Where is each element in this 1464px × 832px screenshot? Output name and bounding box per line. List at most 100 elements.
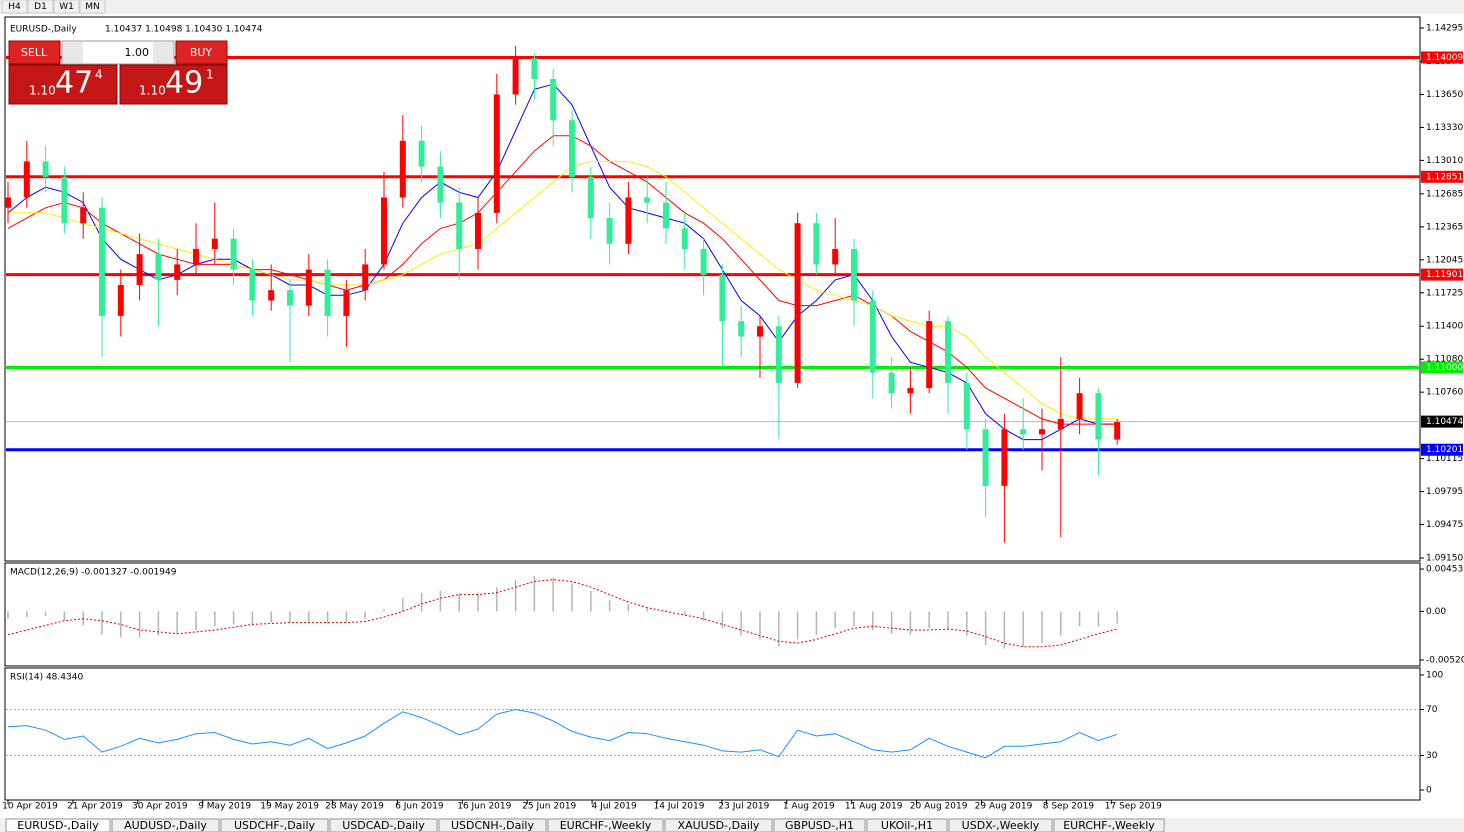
ask-big: 1.10 bbox=[139, 84, 166, 98]
candle-body bbox=[606, 218, 613, 244]
candle-body bbox=[1114, 422, 1121, 440]
timeframe-button[interactable] bbox=[27, 0, 54, 14]
chart-tab-label: GBPUSD-,H1 bbox=[785, 819, 854, 832]
chart-tab-label: USDX-,Weekly bbox=[962, 819, 1040, 832]
candle-body bbox=[945, 321, 951, 383]
y-tick-label: 70 bbox=[1426, 705, 1438, 715]
chart-tab[interactable] bbox=[220, 818, 329, 832]
moving-average bbox=[8, 160, 1118, 420]
candle-body bbox=[249, 269, 256, 301]
y-tick-label: 1.11725 bbox=[1426, 288, 1463, 298]
candle-body bbox=[963, 382, 970, 430]
y-tick-label: 1.12045 bbox=[1426, 255, 1463, 265]
y-tick-label: 1.11080 bbox=[1426, 355, 1463, 365]
chart-tab[interactable] bbox=[438, 818, 547, 832]
rsi-line bbox=[7, 708, 1118, 759]
candle-body bbox=[851, 248, 857, 301]
chart-tab[interactable] bbox=[111, 818, 220, 832]
y-tick-label: 1.09475 bbox=[1426, 520, 1463, 530]
candle-body bbox=[625, 197, 632, 244]
candle-body bbox=[80, 207, 87, 224]
level-label: 1.11901 bbox=[1426, 270, 1463, 280]
chart-tab-label: USDCHF-,Daily bbox=[234, 819, 316, 832]
y-tick-label: 1.09795 bbox=[1426, 487, 1463, 497]
chart-tab-label: XAUUSD-,Daily bbox=[678, 819, 760, 832]
x-tick-label: 21 Apr 2019 bbox=[67, 802, 123, 812]
candle-body bbox=[268, 290, 275, 301]
lot-down[interactable] bbox=[63, 42, 83, 63]
current-price-label: 1.10474 bbox=[1426, 417, 1463, 427]
sell-button[interactable] bbox=[8, 40, 61, 65]
y-tick-label: 1.13650 bbox=[1426, 90, 1463, 100]
quote: 1.10437 1.10498 1.10430 1.10474 bbox=[105, 25, 263, 35]
level-box bbox=[1421, 170, 1463, 183]
timeframe-button[interactable] bbox=[1, 0, 28, 14]
chart-tab[interactable] bbox=[866, 818, 948, 832]
y-tick-label: 1.11400 bbox=[1426, 322, 1463, 332]
candle-body bbox=[381, 197, 387, 265]
level-box bbox=[1421, 51, 1463, 64]
x-tick-label: 19 May 2019 bbox=[260, 802, 319, 812]
level-label: 1.12851 bbox=[1426, 172, 1463, 182]
x-tick-label: 4 Jul 2019 bbox=[591, 802, 636, 812]
candle-body bbox=[926, 321, 933, 389]
timeframe-label: MN bbox=[85, 2, 100, 12]
chart-tab-label: AUDUSD-,Daily bbox=[124, 819, 207, 832]
candle-body bbox=[99, 207, 105, 316]
timeframe-button[interactable] bbox=[79, 0, 106, 14]
timeframe-button[interactable] bbox=[53, 0, 80, 14]
x-tick-label: 9 May 2019 bbox=[198, 802, 251, 812]
candle-body bbox=[888, 372, 895, 394]
chart-tab[interactable] bbox=[1053, 818, 1165, 832]
candle-body bbox=[418, 140, 425, 167]
candle-body bbox=[493, 94, 500, 213]
candle-body bbox=[587, 176, 594, 219]
candle-body bbox=[700, 248, 707, 275]
candle-body bbox=[512, 58, 519, 95]
lot-input[interactable] bbox=[61, 40, 175, 65]
y-tick-label: 0 bbox=[1426, 785, 1432, 795]
x-tick-label: 17 Sep 2019 bbox=[1105, 802, 1162, 812]
chart-tab[interactable] bbox=[948, 818, 1053, 832]
candle-body bbox=[1039, 429, 1045, 435]
x-tick-label: 25 Jun 2019 bbox=[522, 802, 576, 812]
candle-body bbox=[775, 326, 782, 383]
ask-box[interactable] bbox=[119, 64, 228, 105]
x-tick-label: 29 Aug 2019 bbox=[975, 802, 1033, 812]
chart-tab-label: UKOil-,H1 bbox=[881, 819, 933, 832]
level-label: 1.10201 bbox=[1426, 445, 1463, 455]
lot-value: 1.00 bbox=[125, 46, 150, 59]
x-tick-label: 11 Aug 2019 bbox=[845, 802, 903, 812]
x-tick-label: 8 Sep 2019 bbox=[1043, 802, 1095, 812]
chart-tab-label: EURUSD-,Daily bbox=[17, 819, 99, 832]
bid-box[interactable] bbox=[8, 64, 118, 105]
candle-body bbox=[117, 285, 124, 316]
candle-body bbox=[1095, 393, 1102, 440]
level-label: 1.14009 bbox=[1426, 53, 1463, 63]
chart-tab[interactable] bbox=[664, 818, 773, 832]
candle-body bbox=[869, 300, 876, 373]
candle-body bbox=[907, 388, 914, 394]
chart-tab[interactable] bbox=[329, 818, 438, 832]
bid-pips: 47 bbox=[55, 66, 93, 101]
chart-tab[interactable] bbox=[773, 818, 866, 832]
x-tick-label: 20 Aug 2019 bbox=[910, 802, 968, 812]
candle-body bbox=[23, 161, 30, 198]
x-tick-label: 28 May 2019 bbox=[325, 802, 384, 812]
y-tick-label: 30 bbox=[1426, 751, 1438, 761]
lot-up[interactable] bbox=[153, 42, 173, 63]
candle-body bbox=[794, 223, 801, 383]
x-tick-label: 23 Jul 2019 bbox=[718, 802, 769, 812]
candle-body bbox=[644, 197, 651, 203]
candle-body bbox=[813, 223, 820, 265]
moving-average bbox=[7, 135, 1118, 425]
chart-tab[interactable] bbox=[5, 818, 111, 832]
buy-button[interactable] bbox=[175, 40, 228, 65]
timeframe-label: H4 bbox=[8, 2, 21, 12]
y-tick-label: 1.10760 bbox=[1426, 388, 1463, 398]
x-tick-label: 6 Jun 2019 bbox=[395, 802, 444, 812]
level-label: 1.11000 bbox=[1426, 363, 1463, 373]
chart-tab[interactable] bbox=[547, 818, 664, 832]
